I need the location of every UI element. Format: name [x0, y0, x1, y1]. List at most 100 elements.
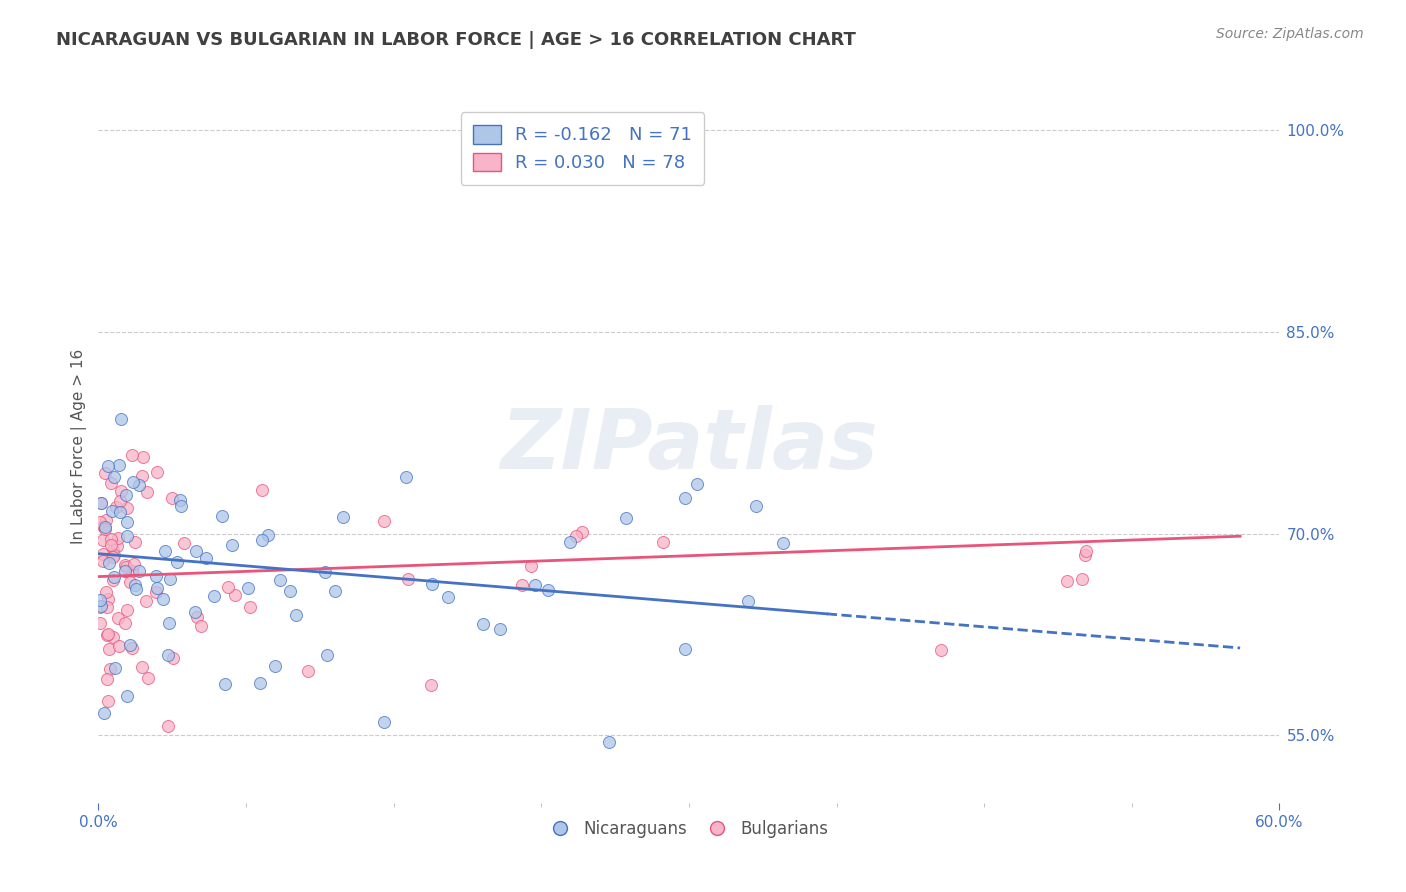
Point: [488, 623, 510, 637]
Point: [91, 519, 114, 533]
Point: [98, 556, 121, 570]
Point: [114, 559, 136, 574]
Point: [152, 591, 174, 606]
Point: [128, 565, 150, 579]
Point: [238, 581, 260, 595]
Point: [190, 618, 212, 632]
Point: [103, 570, 125, 584]
Point: [394, 469, 416, 483]
Legend: Nicaraguans, Bulgarians: Nicaraguans, Bulgarians: [543, 814, 835, 845]
Point: [250, 533, 273, 547]
Point: [96, 628, 118, 642]
Point: [131, 468, 153, 483]
Point: [91, 547, 114, 561]
Point: [125, 582, 148, 596]
Point: [537, 582, 560, 597]
Point: [136, 484, 159, 499]
Point: [162, 491, 184, 505]
Point: [101, 504, 124, 518]
Point: [89, 593, 111, 607]
Point: [103, 630, 125, 644]
Point: [103, 470, 125, 484]
Point: [131, 660, 153, 674]
Point: [316, 648, 339, 663]
Point: [110, 493, 132, 508]
Point: [108, 458, 131, 472]
Point: [929, 642, 952, 657]
Point: [297, 664, 319, 678]
Point: [558, 535, 581, 549]
Point: [128, 478, 150, 492]
Point: [107, 611, 129, 625]
Point: [159, 572, 181, 586]
Point: [183, 605, 205, 619]
Point: [101, 573, 124, 587]
Point: [673, 491, 696, 506]
Point: [108, 505, 131, 519]
Point: [221, 538, 243, 552]
Point: [110, 484, 132, 499]
Point: [1071, 572, 1094, 586]
Point: [145, 569, 167, 583]
Y-axis label: In Labor Force | Age > 16: In Labor Force | Age > 16: [72, 349, 87, 543]
Point: [737, 594, 759, 608]
Point: [121, 448, 143, 462]
Point: [510, 578, 533, 592]
Point: [1076, 544, 1098, 558]
Point: [571, 524, 593, 539]
Point: [90, 495, 112, 509]
Point: [97, 459, 120, 474]
Point: [96, 694, 118, 708]
Point: [104, 500, 127, 515]
Point: [269, 573, 291, 587]
Point: [132, 450, 155, 464]
Point: [115, 515, 138, 529]
Point: [145, 585, 167, 599]
Point: [169, 493, 191, 508]
Point: [195, 551, 218, 566]
Point: [520, 558, 543, 573]
Point: [651, 534, 673, 549]
Point: [250, 483, 273, 497]
Point: [263, 659, 285, 673]
Point: [396, 572, 419, 586]
Point: [186, 610, 208, 624]
Point: [94, 519, 117, 533]
Point: [565, 528, 588, 542]
Point: [89, 616, 111, 631]
Point: [419, 678, 441, 692]
Point: [97, 592, 120, 607]
Point: [114, 564, 136, 578]
Point: [100, 662, 122, 676]
Point: [122, 557, 145, 571]
Point: [314, 565, 336, 579]
Point: [184, 544, 207, 558]
Point: [135, 594, 157, 608]
Point: [471, 617, 494, 632]
Point: [94, 513, 117, 527]
Point: [100, 476, 122, 491]
Point: [745, 499, 768, 513]
Text: Source: ZipAtlas.com: Source: ZipAtlas.com: [1216, 27, 1364, 41]
Point: [104, 661, 127, 675]
Text: NICARAGUAN VS BULGARIAN IN LABOR FORCE | AGE > 16 CORRELATION CHART: NICARAGUAN VS BULGARIAN IN LABOR FORCE |…: [56, 31, 856, 49]
Point: [211, 508, 233, 523]
Point: [115, 529, 138, 543]
Point: [100, 538, 122, 552]
Point: [1056, 574, 1078, 588]
Point: [284, 608, 307, 623]
Point: [101, 542, 124, 557]
Point: [224, 588, 246, 602]
Point: [373, 514, 395, 528]
Point: [325, 583, 347, 598]
Point: [101, 549, 124, 564]
Point: [169, 499, 191, 513]
Point: [153, 544, 176, 558]
Point: [121, 565, 143, 579]
Point: [124, 578, 146, 592]
Point: [420, 577, 443, 591]
Point: [136, 672, 159, 686]
Point: [598, 735, 620, 749]
Point: [157, 719, 180, 733]
Point: [115, 501, 138, 516]
